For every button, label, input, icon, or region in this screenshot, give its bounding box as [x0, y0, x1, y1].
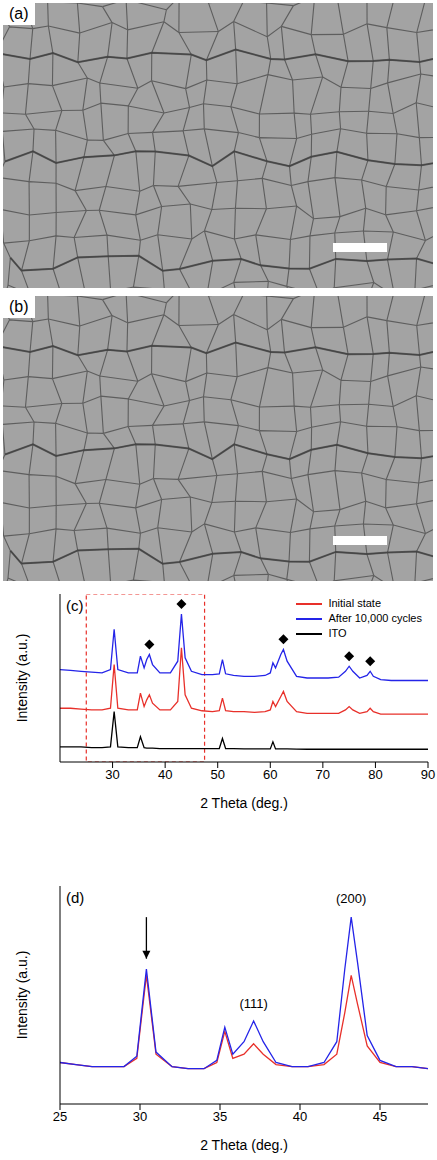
- svg-text:50: 50: [210, 767, 224, 782]
- svg-text:2 Theta (deg.): 2 Theta (deg.): [200, 1137, 288, 1153]
- svg-text:Intensity (a.u.): Intensity (a.u.): [14, 951, 30, 1040]
- html-text:ITO: ITO: [328, 627, 347, 639]
- svg-text:30: 30: [105, 767, 119, 782]
- svg-text:90: 90: [421, 767, 435, 782]
- svg-text:Intensity (a.u.): Intensity (a.u.): [14, 634, 30, 723]
- svg-text:2 Theta (deg.): 2 Theta (deg.): [200, 795, 288, 811]
- html-text:(c): (c): [66, 597, 84, 614]
- svg-text:80: 80: [368, 767, 382, 782]
- svg-text:40: 40: [158, 767, 172, 782]
- html-text:Initial state: Initial state: [328, 597, 381, 609]
- svg-text:70: 70: [316, 767, 330, 782]
- html-text:(a): (a): [9, 5, 29, 22]
- svg-text:35: 35: [213, 1109, 227, 1124]
- svg-text:30: 30: [133, 1109, 147, 1124]
- svg-text:45: 45: [373, 1109, 387, 1124]
- html-text:(d): (d): [66, 889, 85, 906]
- svg-text:60: 60: [263, 767, 277, 782]
- svg-text:(111): (111): [239, 996, 267, 1011]
- svg-text:(200): (200): [336, 891, 366, 906]
- html-text:(b): (b): [9, 298, 29, 315]
- svg-text:40: 40: [293, 1109, 307, 1124]
- svg-text:25: 25: [53, 1109, 67, 1124]
- html-text:After 10,000 cycles: After 10,000 cycles: [328, 612, 422, 624]
